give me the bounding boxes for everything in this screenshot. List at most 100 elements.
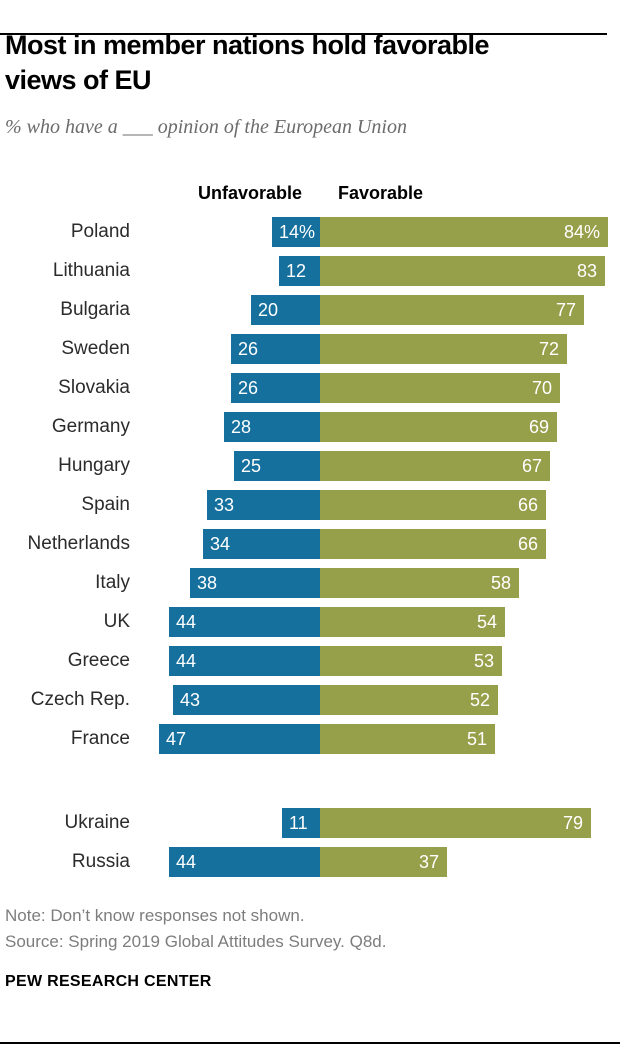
favorable-value: 54: [476, 612, 497, 632]
table-row: Czech Rep. 43 52: [5, 685, 612, 715]
table-row: Spain 33 66: [5, 490, 612, 520]
country-label: Czech Rep.: [30, 689, 130, 710]
table-row: Bulgaria 20 77: [5, 295, 612, 325]
unfavorable-bar: 12: [279, 256, 320, 286]
favorable-value: 84%: [563, 222, 600, 242]
country-label: Lithuania: [52, 260, 130, 281]
favorable-value: 58: [490, 573, 511, 593]
bottom-rule: [0, 1042, 620, 1044]
favorable-bar: 69: [320, 412, 557, 442]
unfavorable-value: 20: [258, 300, 279, 320]
unfavorable-bar: 26: [231, 334, 320, 364]
unfavorable-bar: 26: [231, 373, 320, 403]
unfavorable-bar: 44: [169, 646, 320, 676]
favorable-bar: 79: [320, 808, 591, 838]
table-row: France 47 51: [5, 724, 612, 754]
table-row: Greece 44 53: [5, 646, 612, 676]
unfavorable-bar: 43: [173, 685, 320, 715]
unfavorable-bar: 14%: [272, 217, 320, 247]
unfavorable-value: 33: [214, 495, 235, 515]
country-label: Italy: [95, 572, 130, 593]
unfavorable-value: 34: [210, 534, 231, 554]
unfavorable-column-header: Unfavorable: [197, 183, 302, 203]
unfavorable-value: 12: [286, 261, 307, 281]
favorable-value: 66: [517, 534, 538, 554]
favorable-value: 52: [469, 690, 490, 710]
country-label: Russia: [71, 851, 130, 872]
unfavorable-bar: 38: [190, 568, 320, 598]
unfavorable-bar: 34: [203, 529, 320, 559]
brand-label: PEW RESEARCH CENTER: [5, 973, 212, 990]
favorable-value: 70: [531, 378, 552, 398]
favorable-bar: 70: [320, 373, 560, 403]
unfavorable-value: 25: [241, 456, 262, 476]
favorable-bar: 58: [320, 568, 519, 598]
unfavorable-bar: 25: [234, 451, 320, 481]
favorable-value: 53: [473, 651, 494, 671]
table-row: Italy 38 58: [5, 568, 612, 598]
favorable-value: 83: [576, 261, 597, 281]
table-row: Germany 28 69: [5, 412, 612, 442]
page-title: Most in member nations hold favorable vi…: [5, 30, 490, 95]
country-label: Spain: [81, 494, 130, 515]
favorable-bar: 53: [320, 646, 502, 676]
unfavorable-bar: 28: [224, 412, 320, 442]
note-text: Note: Don’t know responses not shown.: [5, 906, 305, 925]
favorable-bar: 37: [320, 847, 447, 877]
unfavorable-bar: 44: [169, 607, 320, 637]
country-label: Poland: [70, 221, 130, 242]
top-rule: [0, 33, 607, 35]
favorable-bar: 66: [320, 529, 546, 559]
favorable-bar: 51: [320, 724, 495, 754]
unfavorable-value: 11: [289, 813, 308, 833]
table-row: Lithuania 12 83: [5, 256, 612, 286]
favorable-bar: 52: [320, 685, 498, 715]
favorable-bar: 67: [320, 451, 550, 481]
unfavorable-bar: 20: [251, 295, 320, 325]
favorable-value: 69: [528, 417, 549, 437]
favorable-bar: 77: [320, 295, 584, 325]
country-label: Bulgaria: [60, 299, 130, 320]
table-row: Poland 14% 84%: [5, 217, 612, 247]
chart-subtitle: % who have a ___ opinion of the European…: [5, 116, 407, 138]
favorable-value: 51: [466, 729, 487, 749]
country-label: Slovakia: [58, 377, 130, 398]
unfavorable-bar: 47: [159, 724, 320, 754]
table-row: Hungary 25 67: [5, 451, 612, 481]
unfavorable-value: 14%: [279, 222, 316, 242]
source-text: Source: Spring 2019 Global Attitudes Sur…: [5, 932, 387, 951]
unfavorable-value: 38: [197, 573, 218, 593]
unfavorable-value: 26: [238, 378, 259, 398]
favorable-bar: 72: [320, 334, 567, 364]
favorable-value: 37: [418, 852, 439, 872]
unfavorable-value: 44: [176, 651, 197, 671]
column-headers: Unfavorable Favorable: [5, 183, 612, 203]
unfavorable-bar: 44: [169, 847, 320, 877]
country-label: Ukraine: [64, 812, 130, 833]
unfavorable-value: 26: [238, 339, 259, 359]
country-label: Germany: [51, 416, 130, 437]
table-row: Ukraine 11 79: [5, 808, 612, 838]
favorable-value: 77: [555, 300, 576, 320]
favorable-column-header: Favorable: [338, 183, 424, 203]
unfavorable-bar: 11: [282, 808, 320, 838]
diverging-bar-chart: Poland 14% 84% Lithuania 12 83 Bulgaria 20 77 Swe…: [5, 217, 612, 877]
table-row: Slovakia 26 70: [5, 373, 612, 403]
country-label: UK: [103, 611, 130, 632]
favorable-bar: 66: [320, 490, 546, 520]
favorable-value: 79: [562, 813, 583, 833]
unfavorable-value: 43: [180, 690, 201, 710]
unfavorable-value: 44: [176, 612, 197, 632]
favorable-bar: 54: [320, 607, 505, 637]
unfavorable-bar: 33: [207, 490, 320, 520]
favorable-value: 66: [517, 495, 538, 515]
country-label: Greece: [67, 650, 130, 671]
country-label: Hungary: [58, 455, 130, 476]
table-row: Netherlands 34 66: [5, 529, 612, 559]
unfavorable-value: 44: [176, 852, 197, 872]
favorable-value: 67: [521, 456, 542, 476]
country-label: France: [70, 728, 130, 749]
table-row: Sweden 26 72: [5, 334, 612, 364]
country-label: Sweden: [61, 338, 130, 359]
favorable-bar: 83: [320, 256, 605, 286]
